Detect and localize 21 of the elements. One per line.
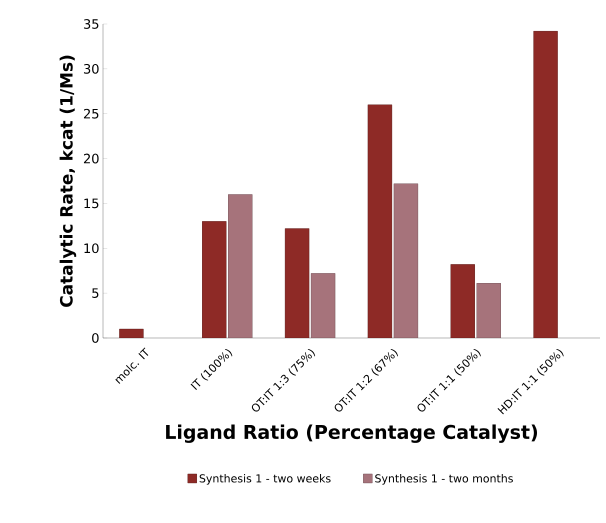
bar	[202, 221, 226, 338]
bar	[284, 228, 310, 338]
y-axis-title: Catalytic Rate, kcat (1/Ms)	[60, 56, 76, 307]
bar	[368, 104, 392, 338]
y-tick-label: 15	[84, 198, 98, 208]
bar	[476, 283, 501, 338]
bar	[228, 194, 252, 338]
y-tick-label: 25	[84, 108, 98, 119]
y-tick-label: 5	[92, 288, 98, 298]
y-tick-label: 30	[84, 64, 99, 74]
y-tick-label: 35	[84, 19, 98, 29]
bar	[394, 183, 418, 338]
y-tick-label: 20	[84, 154, 99, 164]
y-tick-label: 10	[84, 243, 99, 254]
x-axis-title: Ligand Ratio (Percentage Catalyst)	[166, 424, 538, 443]
bar	[310, 273, 336, 338]
legend-label: Synthesis 1 - two months	[375, 474, 513, 485]
legend-label: Synthesis 1 - two weeks	[200, 474, 331, 485]
bar	[450, 264, 475, 338]
bar	[533, 30, 558, 338]
y-tick-label: 0	[92, 333, 99, 343]
